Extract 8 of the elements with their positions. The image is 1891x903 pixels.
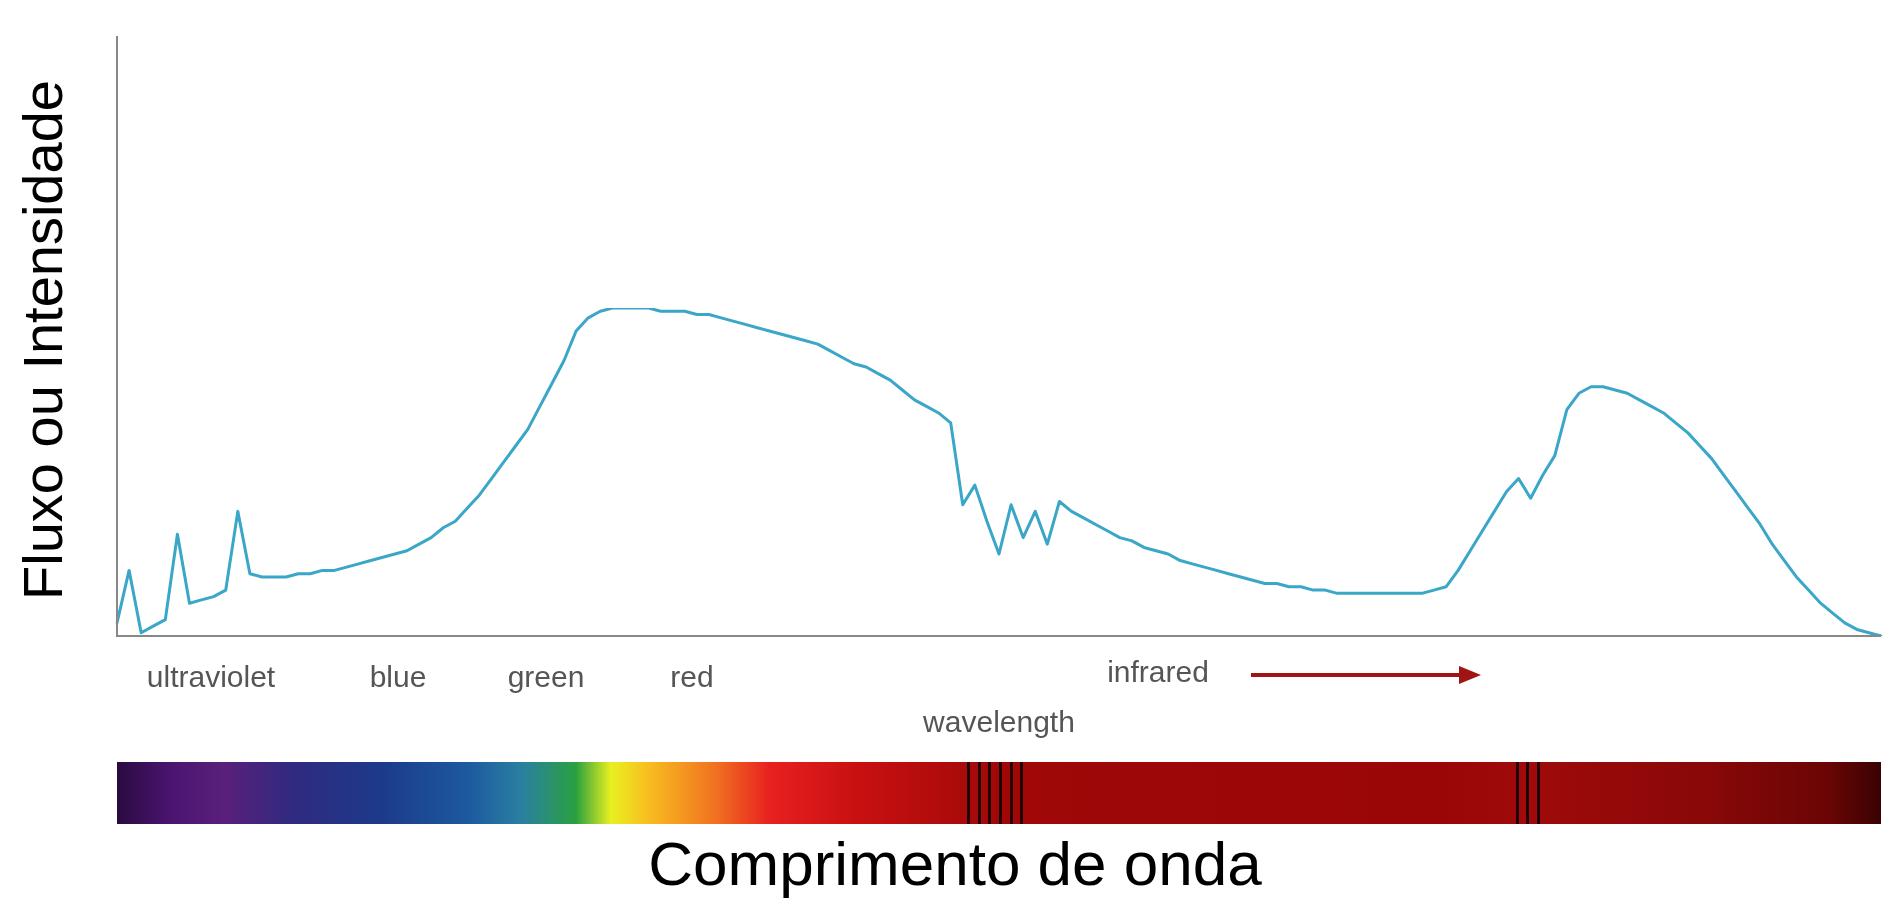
text: green bbox=[507, 660, 585, 694]
text: wavelength bbox=[923, 705, 1075, 739]
x-axis-title: Comprimento de onda bbox=[648, 828, 1262, 899]
text: ultraviolet bbox=[146, 660, 276, 694]
y-axis-title: Fluxo ou Intensidade bbox=[9, 80, 75, 600]
text: infrared bbox=[1107, 655, 1209, 689]
text: blue bbox=[369, 660, 427, 694]
text: red bbox=[670, 660, 714, 694]
